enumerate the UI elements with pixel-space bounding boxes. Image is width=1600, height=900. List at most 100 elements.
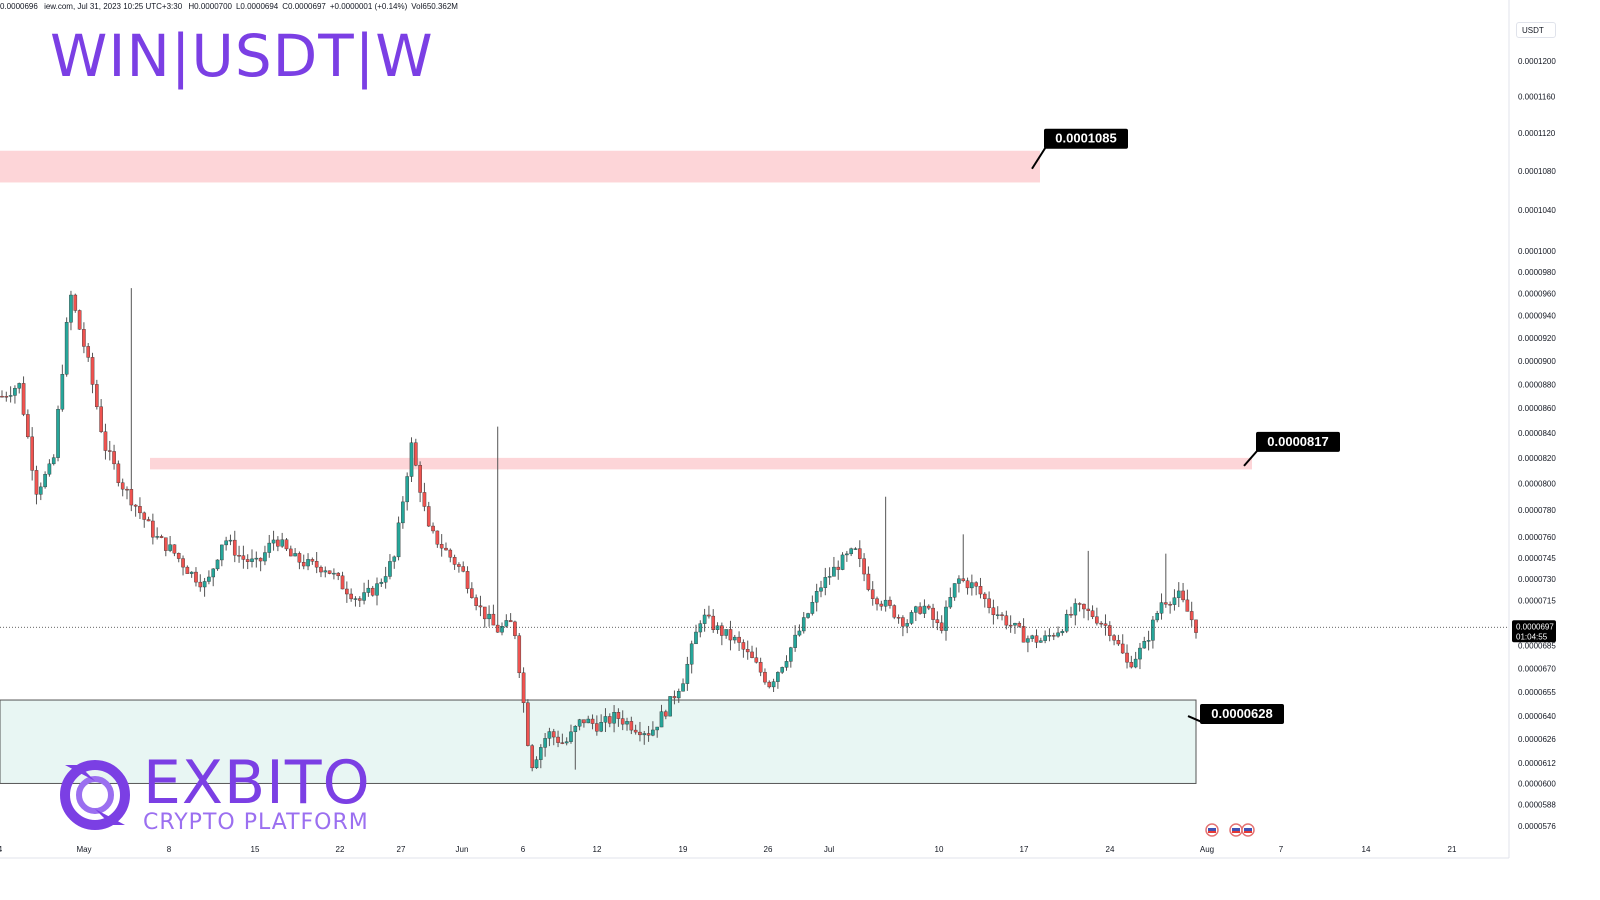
x-tick-label: 7: [1279, 845, 1284, 854]
candle-body: [142, 512, 147, 520]
candle-body: [77, 310, 82, 330]
zone-label-pointer: [1187, 715, 1203, 723]
candle-body: [138, 506, 142, 514]
candle-body: [1194, 619, 1198, 633]
candle-body: [819, 587, 823, 592]
price-unit-button[interactable]: USDT: [1516, 22, 1556, 38]
candle-body: [289, 548, 293, 557]
resistance-zone: [0, 150, 1040, 183]
candle-body: [629, 721, 634, 731]
candle-body: [64, 322, 69, 375]
candle-body: [806, 613, 810, 618]
x-tick-label: May: [76, 845, 91, 854]
candle-body: [1043, 635, 1047, 641]
candle-body: [86, 346, 91, 358]
header-close: C0.0000697: [282, 2, 326, 11]
candle-body: [185, 566, 190, 574]
candle-body: [888, 599, 892, 606]
candle-body: [362, 592, 366, 601]
candle-body: [754, 657, 759, 663]
y-tick-label: 0.0000670: [1518, 664, 1556, 673]
brand-name: EXBITO: [143, 748, 371, 818]
y-tick-label: 0.0000640: [1518, 712, 1556, 721]
candle-body: [551, 731, 556, 738]
candle-body: [1164, 602, 1168, 605]
candle-body: [758, 662, 763, 673]
candle-body: [73, 294, 78, 311]
y-tick-label: 0.0000655: [1518, 688, 1556, 697]
candle-body: [1181, 590, 1185, 601]
candle-body: [1077, 603, 1082, 605]
candle-body: [896, 617, 901, 619]
candle-body: [112, 451, 116, 465]
ohlc-header: 0.0000696 iew.com, Jul 31, 2023 10:25 UT…: [0, 2, 462, 11]
candle-body: [26, 414, 30, 438]
y-tick-label: 0.0000780: [1518, 506, 1556, 515]
candle-body: [556, 736, 560, 743]
x-tick-label: 8: [167, 845, 172, 854]
candle-body: [935, 619, 940, 624]
candle-body: [323, 570, 328, 573]
candle-body: [1099, 622, 1103, 625]
candle-body: [1030, 635, 1035, 639]
candle-body: [280, 539, 284, 547]
candle-body: [482, 606, 487, 620]
candle-body: [866, 573, 871, 590]
candle-body: [155, 536, 159, 538]
candle-body: [849, 548, 853, 555]
candle-body: [146, 519, 151, 522]
candle-body: [1047, 635, 1052, 637]
candle-body: [582, 719, 586, 724]
candle-body: [224, 540, 228, 546]
candle-body: [784, 661, 789, 668]
candle-body: [625, 721, 629, 725]
candle-body: [797, 630, 802, 636]
candle-body: [1017, 622, 1022, 627]
candle-body: [737, 636, 741, 643]
candle-body: [1116, 640, 1121, 645]
candle-body: [194, 571, 198, 583]
y-tick-label: 0.0000900: [1518, 357, 1556, 366]
y-tick-label: 0.0000612: [1518, 759, 1556, 768]
header-change: +0.0000001 (+0.14%): [329, 2, 408, 11]
candle-body: [452, 557, 457, 565]
candle-body: [732, 636, 737, 641]
candle-body: [8, 395, 13, 397]
candle-body: [750, 651, 754, 658]
candle-body: [168, 544, 172, 551]
candle-body: [422, 492, 427, 507]
x-tick-label: Jul: [824, 845, 834, 854]
candle-body: [133, 504, 138, 507]
candle-body: [478, 605, 483, 608]
candle-body: [720, 625, 724, 636]
candle-body: [1103, 623, 1108, 626]
candle-body: [38, 486, 43, 495]
x-tick-label: 6: [521, 845, 526, 854]
candle-body: [189, 571, 194, 574]
header-volume: Vol650.362M: [411, 2, 458, 11]
candle-body: [724, 629, 728, 636]
candle-body: [379, 581, 384, 584]
candle-body: [1189, 611, 1194, 621]
candle-body: [995, 614, 1000, 616]
y-tick-label: 0.0001120: [1518, 129, 1556, 138]
candle-body: [319, 566, 323, 573]
x-tick-label: 12: [593, 845, 602, 854]
candle-body: [448, 549, 453, 558]
candle-body: [513, 621, 517, 636]
candle-body: [1146, 640, 1151, 642]
x-tick-label: 26: [764, 845, 773, 854]
y-tick-label: 0.0000588: [1518, 801, 1556, 810]
support-zone: [0, 699, 1197, 784]
candle-body: [470, 588, 474, 598]
y-tick-label: 0.0000745: [1518, 554, 1556, 563]
candle-body: [4, 396, 9, 398]
candle-body: [370, 587, 375, 596]
x-tick-label: 15: [251, 845, 260, 854]
candle-body: [521, 672, 526, 704]
candle-body: [228, 539, 233, 542]
candle-body: [340, 575, 345, 590]
candle-body: [60, 374, 65, 410]
candle-body: [1064, 614, 1069, 632]
